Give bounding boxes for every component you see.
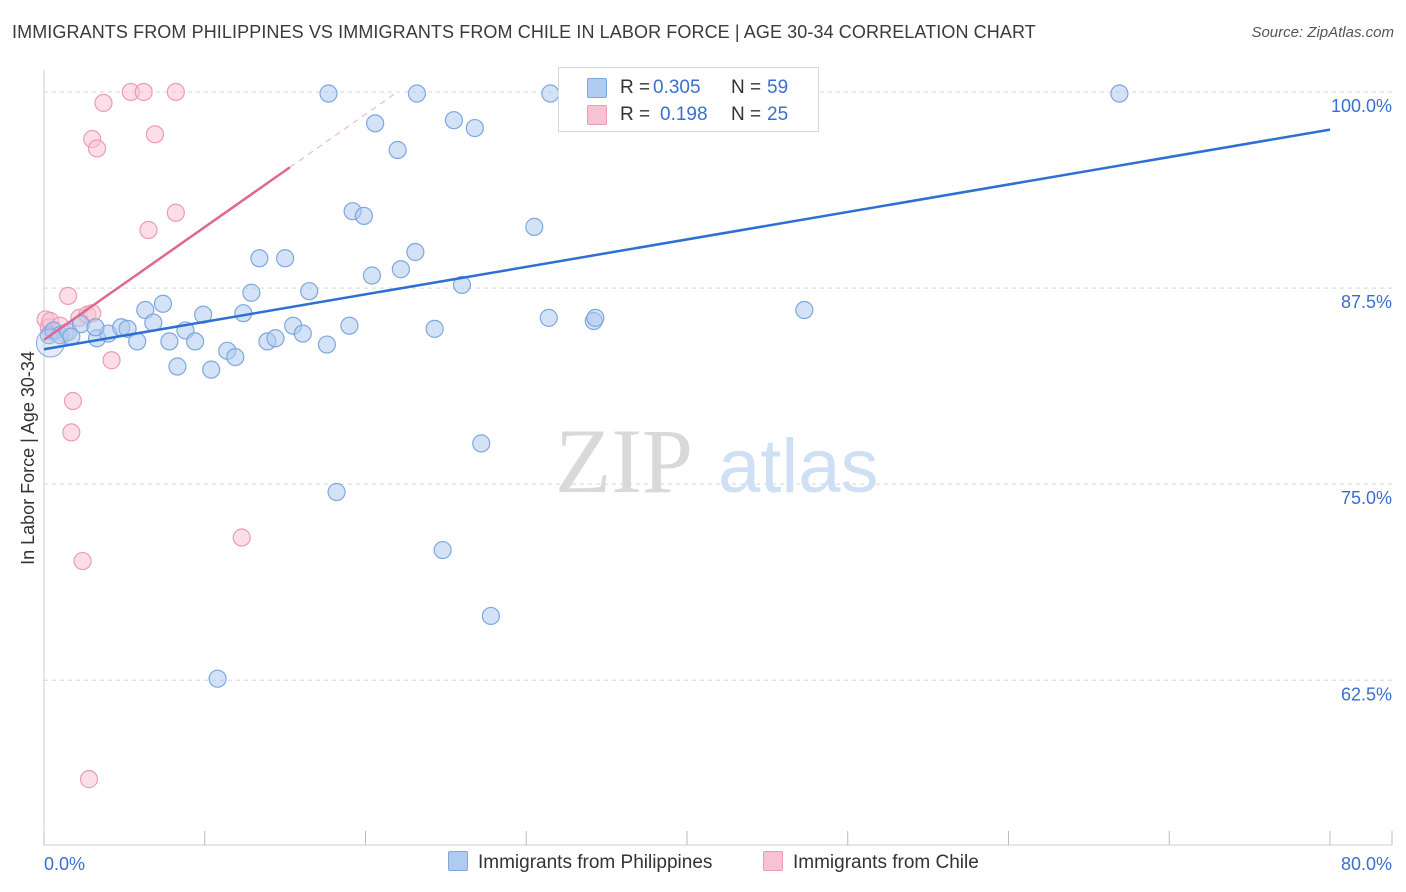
philippines-point (525, 217, 544, 236)
philippines-point (226, 347, 245, 367)
philippines-point (293, 324, 312, 343)
philippines-point (465, 118, 484, 138)
philippines-point (586, 308, 605, 327)
philippines-point (202, 360, 221, 379)
legend-n-label: N = (731, 77, 762, 98)
philippines-point (186, 332, 205, 351)
philippines-point (541, 84, 560, 103)
chile-point (166, 82, 185, 102)
chile-point (62, 423, 81, 442)
philippines-point (208, 669, 227, 688)
philippines-point (319, 84, 338, 103)
philippines-point (425, 319, 444, 338)
chart-title: IMMIGRANTS FROM PHILIPPINES VS IMMIGRANT… (12, 22, 1036, 42)
chile-point (166, 203, 185, 222)
y-tick-label: 75.0% (1341, 488, 1392, 508)
watermark-zip: ZIP (555, 410, 693, 512)
philippines-point (539, 308, 558, 327)
philippines-point (362, 266, 382, 285)
philippines-point (317, 335, 337, 354)
philippines-point (444, 111, 464, 130)
chile-point (94, 93, 113, 113)
philippines-point (388, 140, 407, 160)
legend-n-value: 59 (767, 77, 789, 98)
chart-source: Source: ZipAtlas.com (1251, 24, 1394, 41)
philippines-point (1110, 84, 1129, 103)
chile-point (102, 351, 121, 370)
bottom-legend-chile: Immigrants from Chile (763, 851, 979, 877)
philippines-point (86, 318, 105, 337)
philippines-point (354, 206, 373, 226)
chile-point (59, 286, 78, 306)
y-tick-label: 87.5% (1341, 292, 1392, 312)
legend-r-label: R = (620, 77, 651, 98)
watermark-atlas: atlas (718, 424, 879, 509)
chile-point (134, 82, 153, 102)
philippines-point (452, 275, 472, 295)
philippines-point (153, 294, 173, 313)
legend-n-label: N = (731, 104, 762, 125)
x-tick-label-min: 0.0% (44, 854, 85, 874)
philippines-trend-line (43, 128, 1331, 351)
philippines-point (242, 283, 261, 302)
philippines-point (300, 282, 319, 301)
axis-layer: 100.0% 87.5% 75.0% 62.5% (43, 70, 1393, 846)
philippines-legend-swatch (448, 851, 468, 871)
philippines-point (327, 482, 346, 502)
chile-legend-swatch (763, 851, 783, 871)
chile-point (87, 139, 107, 158)
philippines-point (407, 84, 427, 103)
chile-point (73, 551, 92, 571)
chile-point (139, 220, 158, 240)
chile-trend-line (43, 166, 291, 341)
philippines-point (391, 260, 410, 279)
x-tick-label-max: 80.0% (1341, 854, 1392, 874)
chile-point (232, 528, 251, 547)
chile-point (145, 125, 165, 144)
philippines-point (366, 114, 385, 133)
y-axis-label: In Labor Force | Age 30-34 (18, 351, 38, 565)
philippines-cluster-point (35, 328, 65, 358)
philippines-point (266, 329, 285, 348)
philippines-point (406, 242, 425, 262)
trend-layer (43, 91, 1331, 351)
legend-r-value: 0.305 (653, 77, 701, 98)
philippines-point (250, 249, 269, 268)
philippines-legend-label: Immigrants from Philippines (478, 852, 713, 873)
philippines-point (433, 540, 452, 560)
chile-point (79, 770, 99, 789)
philippines-point (795, 300, 814, 320)
philippines-point (340, 316, 359, 335)
philippines-point (472, 434, 491, 453)
y-tick-label: 62.5% (1341, 684, 1392, 704)
philippines-swatch (587, 78, 607, 98)
legend-n-value: 25 (767, 104, 789, 125)
grid-layer (44, 91, 1392, 681)
legend-r-label: R = (620, 104, 651, 125)
correlation-legend: R = 0.305 N = 59 R = 0.198 N = 25 (558, 67, 819, 132)
y-tick-label: 100.0% (1331, 96, 1392, 116)
philippines-points (35, 84, 1129, 688)
philippines-point (160, 332, 179, 351)
philippines-point (276, 249, 295, 268)
chile-point (63, 391, 83, 411)
philippines-point (168, 357, 187, 376)
legend-r-value: 0.198 (660, 104, 708, 125)
chile-swatch (587, 105, 607, 125)
chile-legend-label: Immigrants from Chile (793, 852, 979, 873)
bottom-legend-philippines: Immigrants from Philippines (448, 851, 712, 877)
philippines-point (481, 606, 500, 626)
